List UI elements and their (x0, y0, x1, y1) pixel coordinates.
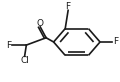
Text: Cl: Cl (20, 56, 29, 65)
Text: F: F (66, 2, 71, 11)
Text: O: O (36, 19, 43, 28)
Text: F: F (6, 41, 11, 50)
Text: F: F (113, 37, 118, 46)
